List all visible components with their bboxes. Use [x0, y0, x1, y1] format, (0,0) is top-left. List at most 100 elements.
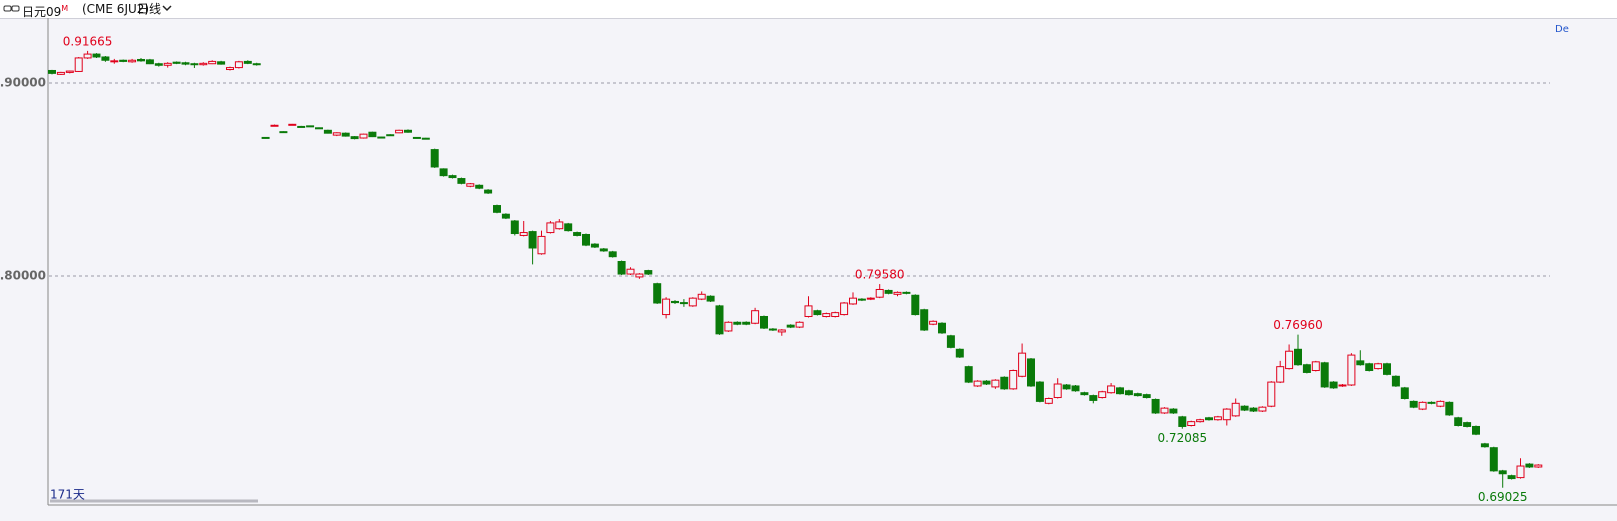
candle-body: [902, 291, 911, 294]
candle-body: [1133, 393, 1142, 397]
candle-body: [813, 310, 822, 316]
candle-body: [528, 231, 537, 249]
candle-body: [1142, 394, 1151, 399]
candle-body: [1187, 421, 1196, 427]
candle-body: [172, 61, 181, 64]
candle-body: [635, 273, 644, 278]
candle-body: [1160, 407, 1169, 414]
candle-body: [128, 59, 137, 63]
candle-body: [564, 223, 573, 232]
candle-body: [1089, 395, 1098, 401]
candle-body: [1445, 401, 1454, 416]
candle-body: [421, 137, 430, 140]
candle-body: [573, 232, 582, 236]
candle-body: [1436, 400, 1445, 407]
candle-body: [119, 59, 128, 62]
candle-body: [1009, 370, 1018, 390]
title[interactable]: 日元09M: [22, 0, 68, 21]
candle-body: [448, 175, 457, 179]
candle-body: [697, 293, 706, 300]
candle-body: [1365, 363, 1374, 372]
candle-body: [1178, 416, 1187, 427]
candle-body: [395, 129, 404, 134]
candle-body: [377, 136, 386, 139]
candle-body: [1053, 383, 1062, 399]
candle-body: [1427, 401, 1436, 404]
candle-body: [706, 295, 715, 302]
candle-body: [1222, 408, 1231, 421]
extreme-label: 0.72085: [1157, 431, 1207, 445]
link-icon: [3, 5, 20, 12]
candle-body: [1320, 362, 1329, 388]
candle-body: [430, 149, 439, 168]
candle-body: [1213, 416, 1222, 421]
candle-body: [679, 302, 688, 305]
candle-body: [1116, 387, 1124, 395]
candle-body: [866, 297, 875, 300]
candle-body: [938, 322, 946, 334]
candle-body: [1463, 422, 1472, 427]
candle-body: [1044, 397, 1053, 404]
candle-body: [190, 63, 199, 66]
candle-body: [822, 313, 831, 317]
candle-body: [884, 289, 893, 294]
period-select[interactable]: 日线: [137, 0, 161, 18]
candle-body: [359, 133, 368, 139]
candle-body: [599, 248, 608, 252]
candle-body: [154, 63, 163, 66]
candle-body: [386, 134, 395, 137]
candle-body: [653, 283, 662, 304]
candle-body: [288, 123, 297, 126]
candle-body: [929, 320, 938, 325]
candle-body: [252, 63, 261, 66]
candle-body: [982, 380, 991, 385]
candle-body: [724, 321, 733, 332]
y-tick-label: 0.90000: [0, 76, 46, 90]
candle-body: [83, 53, 92, 59]
candle-body: [297, 125, 306, 128]
candle-body: [1258, 406, 1267, 412]
candle-body: [92, 53, 101, 58]
candle-body: [662, 298, 671, 316]
candle-body: [1409, 400, 1418, 408]
candle-body: [74, 57, 83, 72]
candle-body: [493, 205, 501, 213]
candle-body: [1196, 419, 1205, 423]
candle-body: [1035, 381, 1044, 402]
dropdown-caret[interactable]: [162, 0, 172, 18]
candle-body: [546, 222, 555, 234]
candle-body: [751, 310, 760, 324]
candle-body: [991, 379, 1000, 388]
candle-body: [199, 62, 208, 66]
extreme-label: 0.91665: [63, 34, 113, 48]
candle-body: [1098, 391, 1107, 399]
candle-body: [48, 69, 56, 74]
candle-body: [768, 328, 777, 331]
candle-body: [1267, 381, 1276, 407]
extreme-label: 0.69025: [1478, 490, 1528, 504]
candle-body: [56, 71, 65, 75]
candle-body: [671, 300, 679, 304]
candle-body: [1383, 363, 1391, 375]
candle-body: [786, 324, 795, 328]
candle-body: [857, 298, 866, 301]
candle-body: [1285, 350, 1294, 370]
candle-body: [510, 220, 519, 235]
candle-body: [964, 366, 973, 383]
y-tick-label: 0.80000: [0, 268, 46, 282]
candle-body: [1027, 358, 1035, 387]
candle-body: [110, 60, 119, 63]
candle-body: [1249, 407, 1258, 412]
extreme-label: 0.79580: [855, 268, 905, 282]
candle-body: [626, 268, 635, 275]
candle-body: [1489, 447, 1498, 472]
candle-body: [733, 321, 742, 325]
candle-body: [804, 305, 813, 317]
period: 日线: [137, 2, 162, 16]
contract: (CME 6JU2): [82, 2, 150, 16]
candle-body: [608, 251, 617, 258]
candle-body: [1124, 390, 1133, 396]
candle-body: [1454, 417, 1463, 427]
